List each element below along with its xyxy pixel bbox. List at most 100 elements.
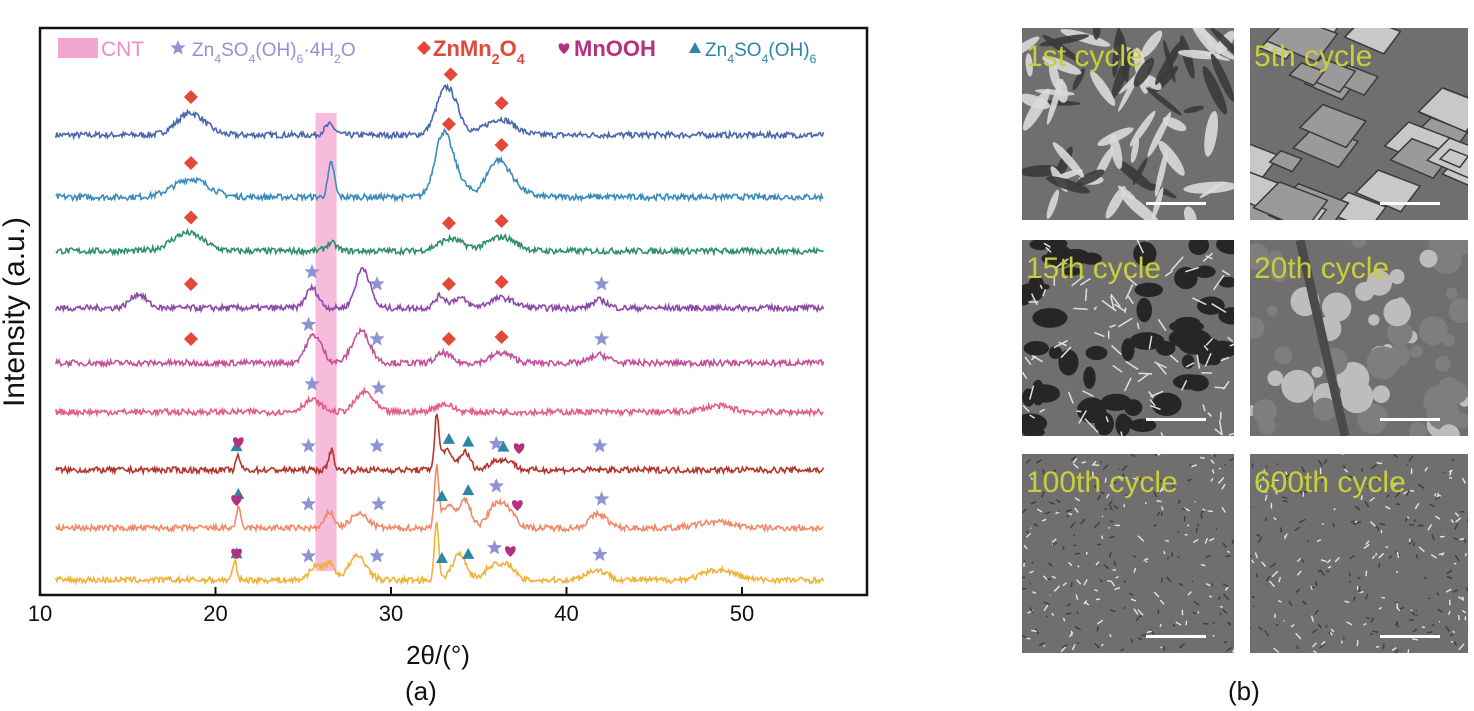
legend-label: ZnMn2O4 [433,36,525,68]
phase-marker-diamond [183,90,198,104]
phase-marker-heart [504,546,516,557]
series-line [55,412,825,477]
phase-marker-diamond [183,210,198,225]
phase-marker-star [369,438,385,453]
phase-marker-star [369,548,385,563]
legend-heart-icon [558,43,570,54]
phase-marker-star [488,478,504,493]
cnt-band [315,113,337,571]
x-axis-label: 2θ/(°) [406,640,470,670]
phase-marker-star [300,496,317,511]
series-line [55,520,825,587]
phase-marker-triangle [462,547,475,559]
phase-marker-star [592,546,608,561]
phase-marker-star [369,276,385,291]
sem-texture [1250,240,1468,436]
series-line [55,83,825,141]
phase-marker-star [488,435,504,451]
phase-marker-heart [513,443,525,454]
sem-image: 20th cycle [1250,240,1468,436]
phase-marker-diamond [183,277,198,291]
phase-marker-triangle [497,440,510,452]
legend-label: Zn4SO4(OH)6 [705,40,817,66]
legend-label: MnOOH [574,36,656,61]
phase-marker-star [371,496,387,511]
sem-image: 5th cycle [1250,28,1468,220]
sem-image: 15th cycle [1022,240,1234,436]
sem-image-grid: 1st cycle 5th cycle 15th cycle 20th cycle 10… [1022,28,1468,653]
phase-marker-diamond [494,275,509,289]
sem-image-label: 1st cycle [1026,40,1143,73]
series-line [55,127,824,203]
phase-marker-star [300,548,317,563]
panel-label-b: (b) [1228,676,1260,706]
phase-marker-star [594,491,610,506]
legend: CNT Zn4SO4(OH)6·4H2O ZnMn2O4 MnOOH Zn4SO4(OH… [58,36,817,68]
sem-texture [1022,240,1234,436]
xrd-chart: 10 20 30 40 50 CNT Zn4SO4(OH)6·4H2O ZnMn2O4 MnO… [0,26,869,670]
phase-marker-diamond [183,332,198,346]
legend-triangle-icon [689,42,701,53]
phase-marker-diamond [494,96,509,111]
sem-image-label: 600th cycle [1254,466,1406,499]
phase-marker-star [369,331,385,346]
sem-image: 1st cycle [1022,28,1234,220]
legend-diamond-icon [417,41,431,55]
phase-marker-diamond [494,213,509,228]
phase-marker-triangle [462,435,475,447]
sem-image: 600th cycle [1250,454,1468,653]
sem-image-label: 20th cycle [1254,252,1390,285]
phase-marker-diamond [441,216,456,231]
phase-marker-diamond [494,330,509,344]
scale-bar [1146,635,1206,638]
sem-texture [1250,454,1468,653]
scale-bar [1146,202,1206,205]
y-axis-label: Intensity (a.u.) [0,217,31,407]
legend-star-icon [170,40,186,55]
panel-label-a: (a) [405,676,437,706]
legend-label: Zn4SO4(OH)6·4H2O [192,40,356,66]
sem-image-label: 5th cycle [1254,40,1373,73]
x-tick-label: 10 [28,601,52,626]
phase-marker-star [304,264,320,279]
phase-marker-heart [231,548,242,560]
phase-marker-diamond [441,117,456,132]
phase-marker-diamond [441,332,456,346]
phase-marker-star [592,438,608,453]
phase-marker-diamond [443,67,458,82]
phase-marker-triangle [435,490,448,502]
phase-marker-heart [232,437,244,448]
sem-image-label: 100th cycle [1026,466,1178,499]
x-tick-label: 50 [730,601,754,626]
plot-frame [38,26,869,597]
phase-marker-triangle [462,484,475,496]
phase-marker-diamond [494,138,509,153]
phase-marker-star [300,316,317,332]
legend-swatch-cnt [58,38,98,58]
x-tick-label: 40 [554,601,578,626]
phase-marker-triangle [442,432,455,444]
scale-bar [1380,635,1440,638]
scale-bar [1380,418,1440,421]
phase-marker-heart [512,500,523,511]
sem-image-label: 15th cycle [1026,252,1162,285]
series-line [55,385,824,418]
sem-image: 100th cycle [1022,454,1234,653]
phase-marker-star [486,539,503,555]
sem-texture [1022,454,1234,653]
phase-marker-star [594,276,610,291]
phase-marker-heart [231,495,242,506]
phase-marker-star [594,331,610,346]
phase-marker-star [371,380,387,395]
phase-marker-diamond [441,277,456,291]
phase-marker-star [304,376,320,391]
x-tick-label: 20 [203,601,227,626]
legend-label: CNT [101,38,144,61]
x-tick-label: 30 [379,601,403,626]
scale-bar [1380,202,1440,205]
phase-marker-diamond [183,156,198,170]
sem-texture [1250,28,1468,220]
series-line [55,326,825,369]
sem-texture [1022,28,1234,220]
phase-marker-triangle [435,552,448,563]
